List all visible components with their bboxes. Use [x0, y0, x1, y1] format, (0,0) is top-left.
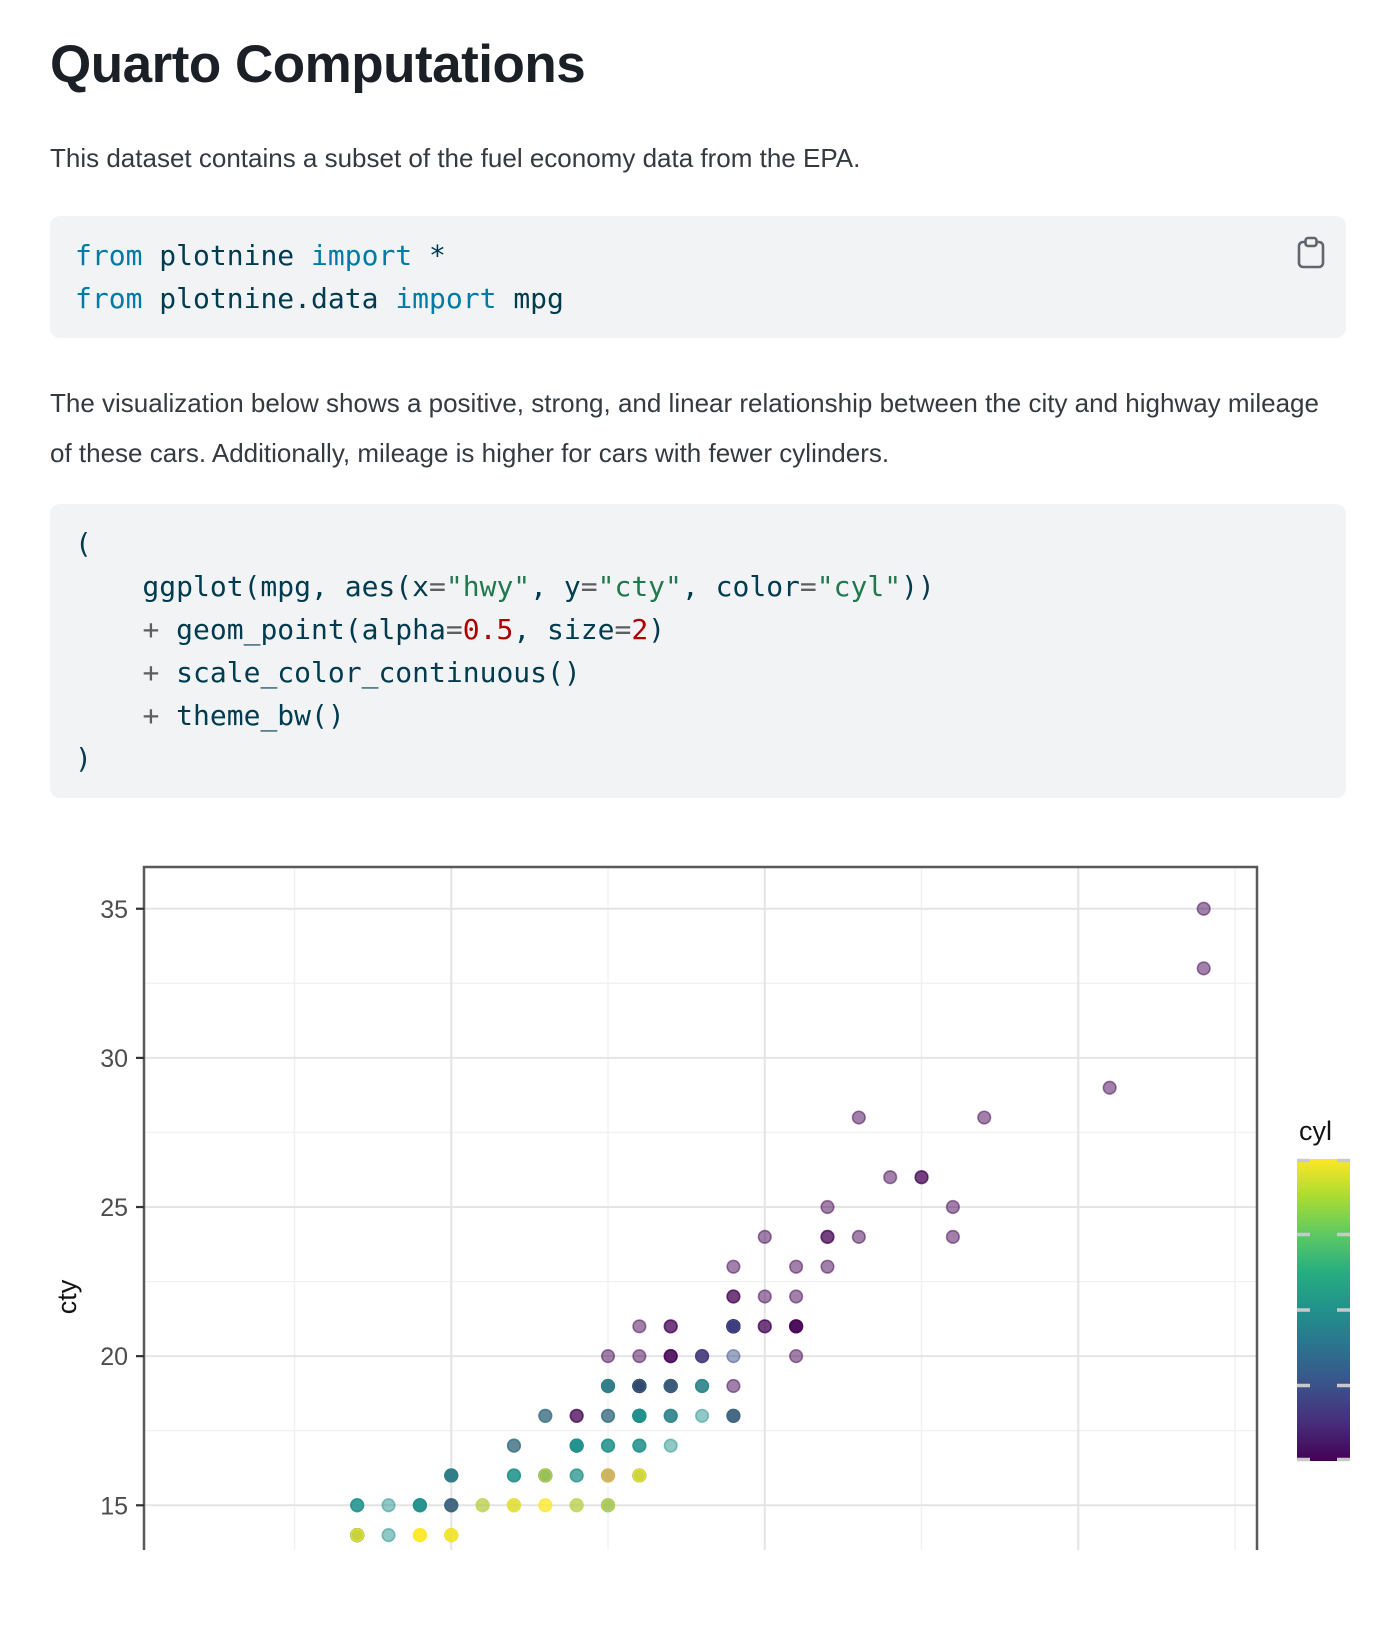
- legend-title: cyl: [1299, 1116, 1332, 1146]
- svg-text:25: 25: [100, 1194, 128, 1222]
- colorbar-ticks: [1297, 1158, 1350, 1462]
- code-block-imports: from plotnine import * from plotnine.dat…: [50, 216, 1346, 338]
- description-paragraph: The visualization below shows a positive…: [50, 388, 1319, 468]
- copy-code-button[interactable]: [1296, 236, 1326, 270]
- major-gridlines: [144, 867, 1257, 1550]
- page-title: Quarto Computations: [50, 35, 586, 94]
- svg-text:15: 15: [100, 1492, 128, 1520]
- minor-gridlines: [144, 867, 1257, 1550]
- document-body: Quarto Computations This dataset contain…: [50, 34, 1346, 798]
- code-block-plot: ( ggplot(mpg, aes(x="hwy", y="cty", colo…: [50, 504, 1346, 798]
- y-axis-ticks: [136, 907, 144, 1507]
- y-axis-tick-labels: 15 20 25 30 35: [100, 896, 128, 1521]
- scatter-plot: 15 20 25 30 35 cty cyl: [52, 865, 1350, 1550]
- y-axis-title: cty: [52, 1279, 82, 1314]
- svg-text:20: 20: [100, 1343, 128, 1371]
- svg-text:35: 35: [100, 896, 128, 924]
- data-points: [350, 901, 1211, 1543]
- plot-figure: 15 20 25 30 35 cty cyl: [0, 830, 1400, 1550]
- clipboard-icon: [1297, 236, 1325, 269]
- svg-text:30: 30: [100, 1045, 128, 1073]
- intro-paragraph: This dataset contains a subset of the fu…: [50, 143, 861, 173]
- panel-border: [142, 865, 1259, 1550]
